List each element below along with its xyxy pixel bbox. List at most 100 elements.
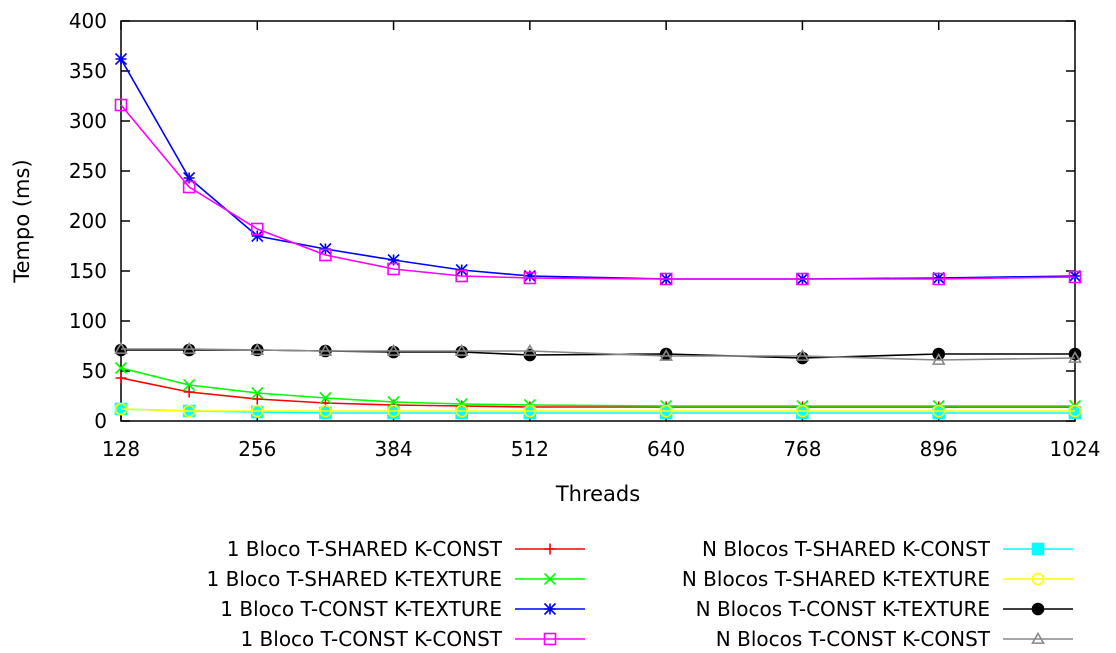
star-marker	[543, 602, 557, 616]
triangle-marker	[1068, 350, 1082, 363]
series-6	[114, 402, 1082, 418]
x-tick-label: 256	[238, 437, 276, 461]
circle-marker	[523, 404, 537, 418]
y-tick-label: 100	[69, 309, 107, 333]
y-tick-label: 300	[69, 109, 107, 133]
cross-marker	[543, 572, 557, 586]
series-line	[120, 367, 1075, 407]
circle-marker	[1031, 602, 1045, 616]
circle-marker	[387, 404, 400, 418]
square-marker	[182, 180, 196, 194]
y-tick-label: 150	[69, 259, 107, 283]
square-marker	[455, 269, 469, 283]
cross-marker	[183, 378, 196, 392]
series-line	[120, 377, 1075, 408]
star-marker	[1068, 269, 1082, 283]
x-axis: 128 256 384 512 640 768 896 1024	[102, 21, 1101, 461]
plus-marker	[319, 397, 331, 409]
circle-marker	[455, 404, 469, 418]
x-tick-label: 384	[374, 437, 412, 461]
series-line	[120, 408, 1075, 412]
legend: 1 Bloco T-SHARED K-CONST 1 Bloco T-SHARED…	[207, 537, 1073, 651]
legend-label: 1 Bloco T-CONST K-TEXTURE	[220, 597, 502, 621]
circle-marker	[796, 404, 809, 418]
series-line	[121, 348, 1076, 361]
cross-marker	[251, 386, 264, 400]
y-tick-label: 250	[69, 159, 107, 183]
triangle-marker	[659, 348, 674, 361]
triangle-marker	[114, 341, 128, 354]
series-4	[114, 98, 1082, 286]
legend-item: 1 Bloco T-SHARED K-CONST	[227, 537, 585, 561]
star-marker	[387, 253, 400, 267]
cross-marker	[319, 391, 332, 405]
circle-marker	[932, 404, 946, 418]
y-axis-label: Tempo (ms)	[10, 159, 34, 283]
cross-marker	[114, 361, 128, 375]
star-marker	[932, 271, 945, 285]
circle-marker	[1031, 572, 1045, 586]
x-tick-label: 1024	[1050, 437, 1101, 461]
square-marker	[523, 271, 537, 285]
y-tick-label: 0	[94, 409, 107, 433]
plus-marker	[183, 386, 195, 398]
circle-marker	[182, 404, 196, 418]
triangle-marker	[522, 343, 537, 356]
x-tick-label: 640	[647, 437, 685, 461]
x-tick-label: 512	[511, 437, 549, 461]
circle-marker	[659, 404, 673, 418]
triangle-marker	[386, 343, 401, 356]
series-line	[120, 58, 1076, 280]
square-marker	[1031, 542, 1045, 556]
y-axis: 0 50 100 150 200 250 300 350 400	[69, 9, 1075, 433]
series-8	[114, 341, 1082, 365]
x-tick-label: 896	[920, 437, 958, 461]
legend-label: 1 Bloco T-CONST K-CONST	[240, 627, 502, 649]
legend-label: 1 Bloco T-SHARED K-TEXTURE	[207, 567, 502, 591]
plus-marker	[115, 372, 127, 384]
legend-item: N Blocos T-SHARED K-CONST	[702, 537, 1073, 561]
legend-label: N Blocos T-SHARED K-CONST	[702, 537, 991, 561]
x-axis-label: Threads	[555, 482, 640, 506]
plot-frame	[120, 20, 1076, 422]
y-tick-label: 200	[69, 209, 107, 233]
legend-label: 1 Bloco T-SHARED K-CONST	[227, 537, 503, 561]
star-marker	[251, 229, 264, 243]
circle-marker	[1068, 404, 1082, 418]
legend-item: N Blocos T-SHARED K-TEXTURE	[682, 567, 1073, 591]
cross-marker	[387, 395, 400, 409]
square-marker	[1068, 270, 1082, 284]
triangle-marker	[318, 343, 333, 356]
legend-label: N Blocos T-CONST K-CONST	[716, 627, 991, 649]
star-marker	[114, 52, 128, 66]
plus-marker	[251, 393, 263, 405]
legend-item: N Blocos T-CONST K-TEXTURE	[696, 597, 1073, 621]
series-layer	[114, 52, 1082, 420]
triangle-marker	[454, 343, 469, 356]
square-marker	[796, 272, 809, 286]
series-3	[114, 52, 1082, 286]
square-marker	[932, 272, 946, 286]
triangle-marker	[931, 352, 946, 365]
circle-marker	[114, 402, 128, 416]
y-tick-label: 350	[69, 59, 107, 83]
y-tick-label: 50	[82, 359, 107, 383]
star-marker	[523, 269, 536, 283]
triangle-marker	[182, 341, 197, 354]
x-tick-label: 128	[102, 437, 140, 461]
square-marker	[319, 248, 332, 262]
square-marker	[659, 272, 673, 286]
series-line	[120, 104, 1076, 280]
square-marker	[250, 222, 264, 236]
legend-item: 1 Bloco T-SHARED K-TEXTURE	[207, 567, 585, 591]
square-marker	[387, 262, 400, 276]
triangle-marker	[795, 348, 810, 361]
y-tick-label: 400	[69, 9, 107, 33]
triangle-marker	[1031, 631, 1045, 644]
square-marker	[114, 98, 128, 112]
plus-marker	[544, 543, 556, 555]
legend-item: 1 Bloco T-CONST K-CONST	[240, 627, 585, 651]
circle-marker	[319, 404, 332, 418]
